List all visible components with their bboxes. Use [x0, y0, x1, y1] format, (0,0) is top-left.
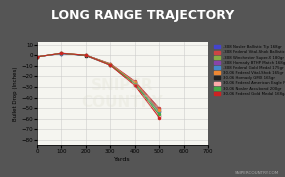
Y-axis label: Bullet Drop (Inches): Bullet Drop (Inches) — [13, 67, 19, 121]
Text: SNIPERCOUNTRY.COM: SNIPERCOUNTRY.COM — [235, 171, 279, 175]
Text: LONG RANGE TRAJECTORY: LONG RANGE TRAJECTORY — [51, 9, 234, 22]
Text: SNIPER
COUNTRY: SNIPER COUNTRY — [82, 78, 163, 110]
Legend: .308 Nosler Ballistic Tip 168gr, .308 Federal Vital-Shok Ballistic Tip 130gr, .3: .308 Nosler Ballistic Tip 168gr, .308 Fe… — [213, 44, 285, 96]
X-axis label: Yards: Yards — [114, 157, 131, 162]
